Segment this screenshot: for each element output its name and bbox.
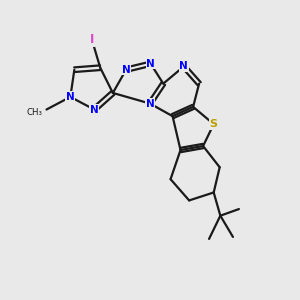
Text: N: N (179, 61, 188, 71)
Text: N: N (122, 65, 130, 75)
Text: N: N (146, 59, 155, 69)
Text: I: I (90, 33, 94, 46)
Text: N: N (66, 92, 75, 102)
Text: S: S (210, 119, 218, 129)
Text: N: N (90, 104, 99, 115)
Text: CH₃: CH₃ (26, 108, 43, 117)
Text: N: N (146, 98, 154, 109)
